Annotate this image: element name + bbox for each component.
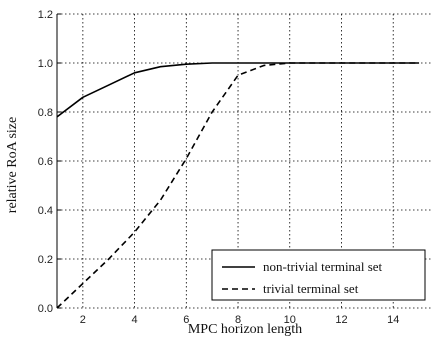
x-tick-label: 14 <box>387 314 399 326</box>
legend-label-trivial: trivial terminal set <box>263 281 359 296</box>
y-tick-label: 1.0 <box>38 58 53 70</box>
x-tick-label: 6 <box>183 314 189 326</box>
legend: non-trivial terminal set trivial termina… <box>211 249 426 301</box>
x-tick-label: 4 <box>132 314 138 326</box>
y-axis-label: relative RoA size <box>5 117 20 213</box>
series-line-trivial <box>56 62 420 309</box>
y-tick-label: 0.4 <box>38 205 53 217</box>
x-axis-label: MPC horizon length <box>188 322 302 337</box>
y-tick-label: 0.2 <box>38 254 53 266</box>
series-line-nontrivial <box>56 62 420 118</box>
data-series <box>56 62 420 309</box>
x-tick-label: 10 <box>284 314 296 326</box>
x-tick-label: 2 <box>80 314 86 326</box>
legend-label-nontrivial: non-trivial terminal set <box>263 259 383 274</box>
y-tick-label: 0.6 <box>38 156 53 168</box>
x-tick-label: 8 <box>235 314 241 326</box>
axis-ticks: 0.0 0.2 0.4 0.6 0.8 1.0 1.2 2 4 6 8 10 12 14 <box>38 9 400 326</box>
y-tick-label: 0.8 <box>38 107 53 119</box>
y-tick-label: 0.0 <box>38 303 53 315</box>
y-tick-label: 1.2 <box>38 9 53 21</box>
x-tick-label: 12 <box>335 314 347 326</box>
legend-box <box>211 249 426 301</box>
